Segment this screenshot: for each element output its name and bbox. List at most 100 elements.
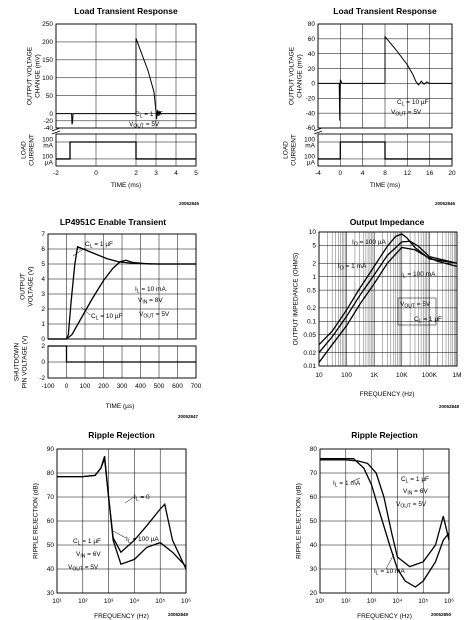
y-tick-label: 250 (42, 21, 53, 28)
x-tick-label: 10¹ (52, 598, 62, 605)
x-tick-label: 0 (65, 383, 69, 390)
plot-area (318, 231, 458, 367)
x-tick-label: 1M (452, 372, 461, 379)
y-tick-label: 60 (310, 494, 318, 501)
x-tick-label: 10³ (104, 598, 114, 605)
annotation-label: VOUT = 5V (129, 121, 160, 130)
x-tick-label: 20 (448, 170, 456, 177)
annotation-leader (112, 530, 127, 539)
x-tick-label: 400 (135, 383, 146, 390)
y-tick-label: 30 (310, 566, 318, 573)
x-tick-label: 0 (94, 170, 98, 177)
x-axis-label: FREQUENCY (Hz) (357, 613, 412, 620)
x-tick-label: 10² (78, 598, 88, 605)
annotation-label: IO = 1 mA (338, 263, 367, 272)
y-tick-label: 40 (310, 542, 318, 549)
annotation-leader (80, 306, 91, 316)
y-tick-label: -60 (306, 125, 316, 132)
chart-title: Ripple Rejection (88, 430, 155, 440)
y-tick-label: 0.01 (303, 363, 316, 370)
y-tick-label: 2 (41, 306, 45, 313)
y-tick-label: -2 (39, 375, 45, 382)
y-tick-label: 0 (311, 81, 315, 88)
figure-code: 20052850 (431, 612, 452, 617)
x-axis-label: FREQUENCY (Hz) (360, 391, 415, 398)
y-axis-label-lower-line: LOAD (21, 141, 28, 159)
y-axis-label-line: CHANGE (mV) (297, 54, 304, 98)
annotation-label: VOUT = 5V (68, 564, 99, 573)
x-tick-label: 700 (191, 383, 202, 390)
annotation-leader (72, 247, 86, 257)
y-axis-label-line: OUTPUT IMPEDANCE (OHMS) (293, 253, 300, 346)
x-tick-label: -2 (53, 170, 59, 177)
y-tick-label: 1 (312, 274, 316, 281)
x-tick-label: 10⁶ (181, 598, 191, 605)
annotation-label: IL = 1 mA (333, 480, 361, 489)
x-tick-label: 5 (194, 170, 198, 177)
x-tick-label: 10³ (367, 598, 377, 605)
x-tick-label: 10⁵ (418, 598, 428, 605)
y-axis-label-line: RIPPLE REJECTION (dB) (296, 483, 303, 559)
annotation-label: VOUT = 5V (400, 301, 431, 310)
x-tick-label: 10⁴ (392, 598, 402, 605)
y-tick-label: 100 (42, 75, 53, 82)
y-tick-label: 200 (42, 39, 53, 46)
chart-title: Load Transient Response (74, 6, 178, 16)
series-line-load-current (56, 141, 196, 160)
x-tick-label: 10¹ (315, 598, 325, 605)
y-tick-label: 90 (47, 446, 55, 453)
y-tick-label: 0.5 (307, 287, 316, 294)
y-tick-label: 70 (47, 494, 55, 501)
x-tick-label: 300 (117, 383, 128, 390)
annotation-label: IL = 0 (134, 494, 150, 503)
x-axis-label: FREQUENCY (Hz) (94, 613, 149, 620)
x-tick-label: 10² (341, 598, 351, 605)
y-axis-label: OUTPUT VOLTAGE (V) (20, 266, 35, 306)
y-tick-unit: mA (43, 143, 53, 150)
annotation-label: IL = 10 mA (135, 286, 166, 295)
chart-title: Ripple Rejection (351, 430, 418, 440)
series-line-1 (320, 457, 450, 588)
y-axis-label-line: RIPPLE REJECTION (dB) (33, 483, 40, 559)
y-axis-label-lower: LOAD CURRENT (21, 134, 36, 166)
x-tick-label: 2 (134, 170, 138, 177)
x-tick-label: 12 (404, 170, 412, 177)
y-axis-label-lower-line: SHUTDOWN (14, 343, 21, 382)
series-line-2 (318, 246, 458, 363)
y-tick-label: 150 (42, 57, 53, 64)
y-tick-label: 0.2 (307, 305, 316, 312)
y-axis-label: OUTPUT IMPEDANCE (OHMS) (293, 253, 300, 346)
y-axis-label: RIPPLE REJECTION (dB) (33, 483, 40, 559)
x-axis-label: TIME (ms) (370, 182, 400, 189)
x-tick-label: 0 (339, 170, 343, 177)
annotation-label: IL = 100 µA (126, 536, 159, 545)
x-tick-label: 600 (172, 383, 183, 390)
x-tick-label: 500 (154, 383, 165, 390)
y-tick-label: 2 (41, 343, 45, 350)
y-tick-label: 5 (312, 243, 316, 250)
upper-plot-area (55, 23, 197, 129)
x-tick-label: -100 (41, 383, 54, 390)
x-tick-label: 100K (422, 372, 438, 379)
x-tick-label: 3 (154, 170, 158, 177)
x-tick-label: 200 (98, 383, 109, 390)
y-tick-label: 30 (47, 590, 55, 597)
figure-code: 20052846 (435, 201, 456, 206)
y-axis-label-line: OUTPUT VOLTAGE (27, 46, 34, 105)
y-tick-label: -20 (306, 95, 316, 102)
annotation-label: VIN = 6V (76, 551, 101, 560)
annotation-label: CL = 1 µF (135, 111, 163, 120)
x-tick-label: 16 (426, 170, 434, 177)
annotation-leader (124, 496, 135, 504)
series-line-1 (318, 240, 458, 353)
y-axis-label: OUTPUT VOLTAGE CHANGE (mV) (27, 46, 42, 105)
annotation-label: CL = 1 µF (85, 241, 113, 250)
y-tick-label: 50 (47, 542, 55, 549)
y-tick-label: 20 (310, 590, 318, 597)
y-tick-label: 0 (41, 359, 45, 366)
y-tick-label: 0 (49, 111, 53, 118)
figure-code: 20052847 (178, 414, 199, 419)
y-axis-label: RIPPLE REJECTION (dB) (296, 483, 303, 559)
y-tick-unit: mA (305, 143, 315, 150)
